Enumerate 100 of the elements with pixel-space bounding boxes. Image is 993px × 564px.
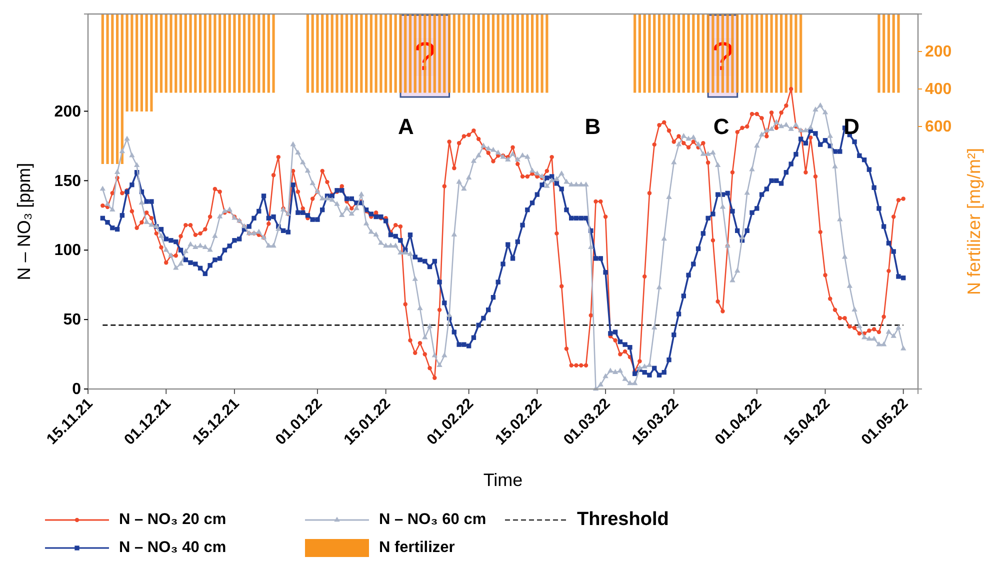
bar: [408, 14, 412, 93]
bar: [438, 14, 441, 93]
bar: [687, 14, 690, 93]
y2-axis-title: N fertilizer [mg/m²]: [964, 148, 984, 296]
bar: [374, 14, 378, 93]
bar: [267, 14, 270, 93]
bar: [228, 14, 231, 93]
bar: [384, 14, 388, 93]
bar: [736, 14, 739, 93]
bar: [448, 14, 451, 93]
annotation: B: [584, 114, 601, 139]
bar: [731, 14, 734, 93]
bar: [780, 14, 783, 93]
bar: [433, 14, 436, 93]
bar: [462, 14, 466, 93]
bar: [750, 14, 754, 93]
annotation: A: [398, 114, 414, 139]
bar: [521, 14, 524, 93]
annotation: D: [844, 114, 860, 139]
bar: [126, 14, 128, 112]
bar: [712, 14, 714, 93]
bar: [214, 14, 216, 93]
band-label: ?: [712, 35, 734, 79]
bar: [218, 14, 222, 93]
bar: [120, 14, 124, 164]
bar: [706, 14, 710, 93]
bar: [164, 14, 168, 93]
bar: [404, 14, 407, 93]
bar: [262, 14, 266, 93]
bar: [179, 14, 182, 93]
bar: [540, 14, 544, 93]
bar: [638, 14, 642, 93]
bar: [502, 14, 504, 93]
bar: [194, 14, 197, 93]
bar: [155, 14, 158, 93]
legend-label: N – NO₃ 60 cm: [379, 511, 486, 528]
bar: [364, 14, 368, 93]
bar: [106, 14, 109, 164]
bar: [189, 14, 192, 93]
bar: [702, 14, 704, 93]
annotation: C: [713, 114, 730, 139]
legend-label: N – NO₃ 40 cm: [119, 539, 226, 556]
bar: [696, 14, 700, 93]
bar: [882, 14, 886, 93]
bar: [360, 14, 363, 93]
bar: [492, 14, 495, 93]
bar: [506, 14, 510, 93]
bar: [306, 14, 310, 93]
bar: [208, 14, 212, 93]
bar: [370, 14, 372, 93]
bar: [111, 14, 114, 164]
bar: [682, 14, 685, 93]
y-tick-label: 100: [54, 242, 82, 260]
bar: [345, 14, 348, 93]
bar: [389, 14, 392, 93]
bar: [116, 14, 119, 164]
bar: [892, 14, 895, 93]
bar: [526, 14, 529, 93]
bar: [380, 14, 382, 93]
bar: [756, 14, 758, 93]
bar: [248, 14, 250, 93]
bar: [458, 14, 460, 93]
bar: [468, 14, 470, 93]
bar: [765, 14, 768, 93]
bar: [536, 14, 538, 93]
bar: [662, 14, 666, 93]
bar: [511, 14, 514, 93]
bar: [897, 14, 900, 93]
bar: [326, 14, 329, 93]
bar: [136, 14, 138, 112]
bar: [482, 14, 485, 93]
bar: [170, 14, 172, 93]
bar: [800, 14, 802, 93]
bar: [634, 14, 636, 93]
bar: [760, 14, 764, 93]
bar: [204, 14, 206, 93]
y-tick-label: 50: [63, 312, 82, 329]
bar: [233, 14, 236, 93]
legend-label: N fertilizer: [379, 539, 455, 556]
bar: [653, 14, 656, 93]
bar: [150, 14, 153, 112]
bar: [658, 14, 661, 93]
bar: [399, 14, 402, 93]
y-tick-label: 200: [54, 103, 82, 120]
bar: [130, 14, 134, 112]
bar: [692, 14, 695, 93]
bar: [487, 14, 490, 93]
x-axis-title: Time: [483, 470, 523, 490]
bar: [350, 14, 353, 93]
legend-label: N – NO₃ 20 cm: [119, 511, 226, 528]
bar: [223, 14, 226, 93]
bar: [477, 14, 480, 93]
bar: [252, 14, 256, 93]
bar: [336, 14, 338, 93]
bar: [238, 14, 241, 93]
legend-label: Threshold: [577, 509, 669, 530]
bar: [160, 14, 163, 93]
bar: [272, 14, 275, 93]
bar: [472, 14, 476, 93]
bar: [878, 14, 880, 93]
